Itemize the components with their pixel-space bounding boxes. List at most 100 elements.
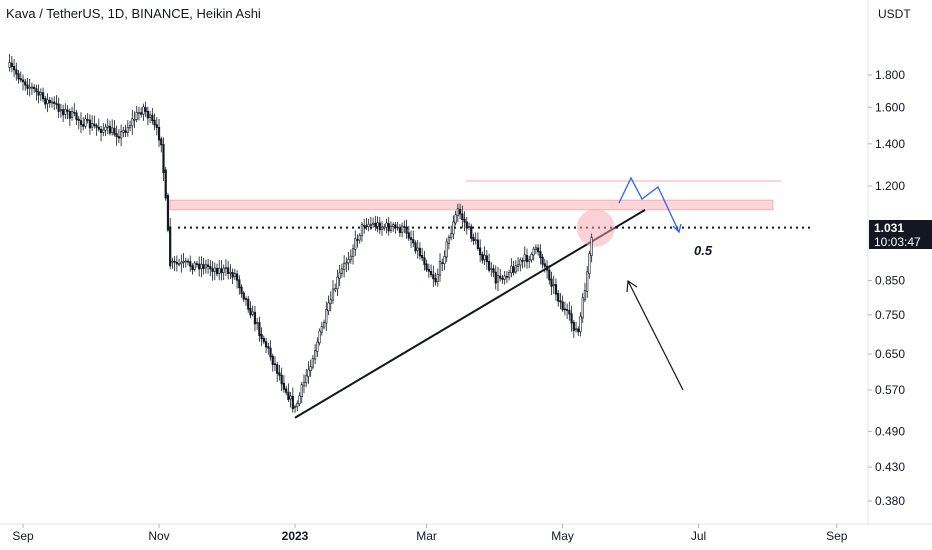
time-axis[interactable]: Sep Nov 2023 Mar May Jul Sep bbox=[0, 523, 932, 543]
candle-body bbox=[75, 112, 78, 121]
candle-body bbox=[441, 262, 444, 265]
candle-body bbox=[519, 259, 522, 266]
currency-label[interactable]: USDT bbox=[878, 7, 911, 21]
candle-body bbox=[93, 123, 96, 126]
y-tick-label: 0.750 bbox=[875, 308, 905, 322]
candle-body bbox=[354, 238, 357, 250]
candle-body bbox=[481, 253, 484, 261]
y-tick-label: 1.800 bbox=[875, 68, 905, 82]
candle-body bbox=[46, 99, 49, 104]
candle-body bbox=[64, 109, 67, 115]
candle-body bbox=[445, 241, 448, 258]
candle-body bbox=[472, 236, 475, 242]
candle-body bbox=[66, 109, 69, 112]
candle-body bbox=[499, 275, 502, 279]
candle-body bbox=[505, 276, 509, 278]
candle-body bbox=[131, 118, 134, 127]
candle-body bbox=[554, 284, 558, 295]
candle-body bbox=[146, 110, 149, 119]
candle-body bbox=[403, 226, 406, 228]
candle-body bbox=[235, 273, 239, 281]
candle-body bbox=[249, 308, 252, 316]
y-tick-label: 0.490 bbox=[875, 424, 905, 438]
candle-body bbox=[88, 119, 92, 129]
projected-path bbox=[618, 176, 680, 233]
y-tick-label: 1.200 bbox=[875, 179, 905, 193]
candle-body bbox=[414, 242, 417, 252]
candle-body bbox=[218, 267, 221, 274]
candle-body bbox=[209, 266, 212, 270]
candle-body bbox=[309, 366, 312, 371]
x-tick-label: Mar bbox=[416, 529, 437, 543]
candle-body bbox=[485, 255, 488, 263]
candle-body bbox=[240, 286, 243, 294]
candle-body bbox=[532, 248, 535, 256]
candle-body bbox=[122, 130, 125, 133]
black-arrow-head bbox=[626, 279, 638, 293]
candle-body bbox=[24, 81, 27, 86]
candle-body bbox=[276, 364, 279, 374]
candle-body bbox=[429, 270, 433, 276]
candle-body bbox=[369, 223, 372, 226]
candle-body bbox=[298, 395, 301, 405]
candle-body bbox=[113, 128, 116, 135]
candle-body bbox=[407, 232, 410, 239]
candle-body bbox=[28, 86, 31, 89]
candle-body bbox=[474, 239, 477, 242]
candle-body bbox=[296, 403, 299, 408]
candle-body bbox=[30, 86, 34, 89]
candle-body bbox=[21, 79, 25, 83]
candle-body bbox=[307, 369, 310, 377]
candle-body bbox=[345, 262, 348, 265]
candle-body bbox=[97, 126, 100, 130]
candle-body bbox=[525, 255, 529, 263]
candle-body bbox=[436, 274, 439, 282]
candle-body bbox=[572, 321, 575, 331]
candle-body bbox=[545, 265, 549, 271]
candle-body bbox=[227, 267, 230, 274]
candle-body bbox=[204, 264, 207, 269]
candle-body bbox=[494, 271, 497, 284]
candle-body bbox=[37, 91, 40, 96]
price-axis[interactable]: 1.800 1.600 1.400 1.200 0.850 0.750 0.650 0.570… bbox=[867, 0, 905, 524]
candle-body bbox=[347, 259, 350, 264]
candle-body bbox=[19, 78, 22, 81]
candle-body bbox=[392, 224, 395, 227]
candle-body bbox=[108, 125, 112, 134]
candle-body bbox=[334, 288, 337, 291]
drawing-overlays bbox=[169, 180, 810, 419]
candle-body bbox=[490, 268, 493, 270]
candle-body bbox=[8, 62, 11, 68]
last-price-badge: 1.031 10:03:47 bbox=[869, 220, 932, 249]
candle-body bbox=[120, 131, 123, 139]
candle-body bbox=[200, 263, 203, 269]
candle-body bbox=[548, 269, 551, 281]
x-tick-label: 2023 bbox=[282, 529, 309, 543]
y-tick-label: 0.430 bbox=[875, 460, 905, 474]
candle-body bbox=[262, 337, 265, 343]
candle-body bbox=[267, 346, 270, 349]
candle-body bbox=[412, 239, 415, 244]
candle-body bbox=[142, 106, 145, 115]
candle-body bbox=[258, 322, 261, 336]
candle-body bbox=[434, 278, 437, 283]
candle-body bbox=[102, 129, 105, 133]
candle-body bbox=[77, 118, 80, 121]
candle-body bbox=[62, 109, 65, 116]
candle-body bbox=[343, 263, 346, 270]
candle-body bbox=[195, 263, 199, 265]
candle-body bbox=[327, 302, 330, 312]
candle-body bbox=[340, 268, 343, 274]
candle-body bbox=[264, 341, 268, 348]
candle-body bbox=[503, 275, 506, 280]
annotation-arrows bbox=[618, 176, 684, 391]
candle-body bbox=[104, 126, 107, 131]
candle-body bbox=[115, 133, 118, 138]
chart-title[interactable]: Kava / TetherUS, 1D, BINANCE, Heikin Ash… bbox=[6, 6, 261, 21]
candle-body bbox=[467, 226, 471, 228]
y-tick-label: 0.380 bbox=[875, 494, 905, 508]
candle-body bbox=[135, 112, 138, 120]
candle-body bbox=[541, 256, 544, 265]
candle-body bbox=[242, 292, 245, 300]
